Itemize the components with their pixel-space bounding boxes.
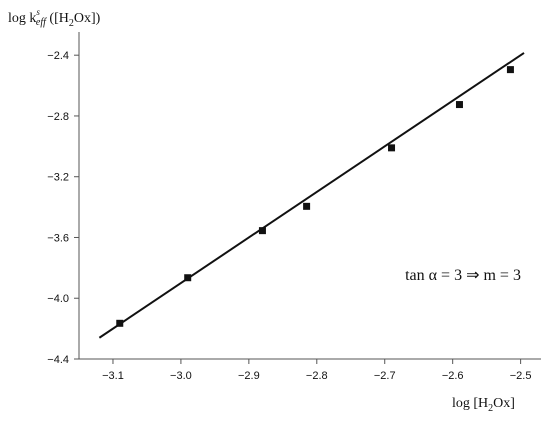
y-tick-label: −2.4	[47, 50, 69, 62]
data-points	[116, 66, 514, 327]
x-tick-label: −3.0	[170, 370, 192, 382]
annotation: tan α = 3 ⇒ m = 3	[405, 267, 521, 284]
fit-line	[98, 52, 525, 339]
y-tick-label: −2.8	[47, 111, 69, 123]
x-tick-label: −2.7	[374, 370, 396, 382]
data-point	[303, 202, 311, 210]
y-axis-ticks: −4.4 −4.0 −3.6 −3.2 −2.8 −2.4	[47, 50, 79, 366]
y-tick-label: −4.0	[47, 293, 69, 305]
x-tick-label: −2.8	[306, 370, 328, 382]
x-tick-label: −3.1	[102, 370, 124, 382]
data-point	[184, 274, 192, 282]
data-point	[506, 66, 514, 74]
y-tick-label: −3.6	[47, 232, 69, 244]
x-axis-ticks: −3.1 −3.0 −2.9 −2.8 −2.7 −2.6 −2.5	[102, 359, 531, 382]
x-axis-title: log [H2Ox]	[452, 396, 515, 414]
data-point	[116, 319, 124, 327]
x-tick-label: −2.6	[442, 370, 464, 382]
y-axis-title: log ks eff ([H2Ox])	[8, 7, 101, 29]
x-tick-label: −2.5	[510, 370, 532, 382]
data-point	[258, 227, 266, 235]
axes	[78, 32, 541, 360]
y-tick-label: −4.4	[47, 354, 69, 366]
x-tick-label: −2.9	[238, 370, 260, 382]
data-point	[388, 144, 396, 152]
y-tick-label: −3.2	[47, 172, 69, 184]
data-point	[455, 101, 463, 109]
